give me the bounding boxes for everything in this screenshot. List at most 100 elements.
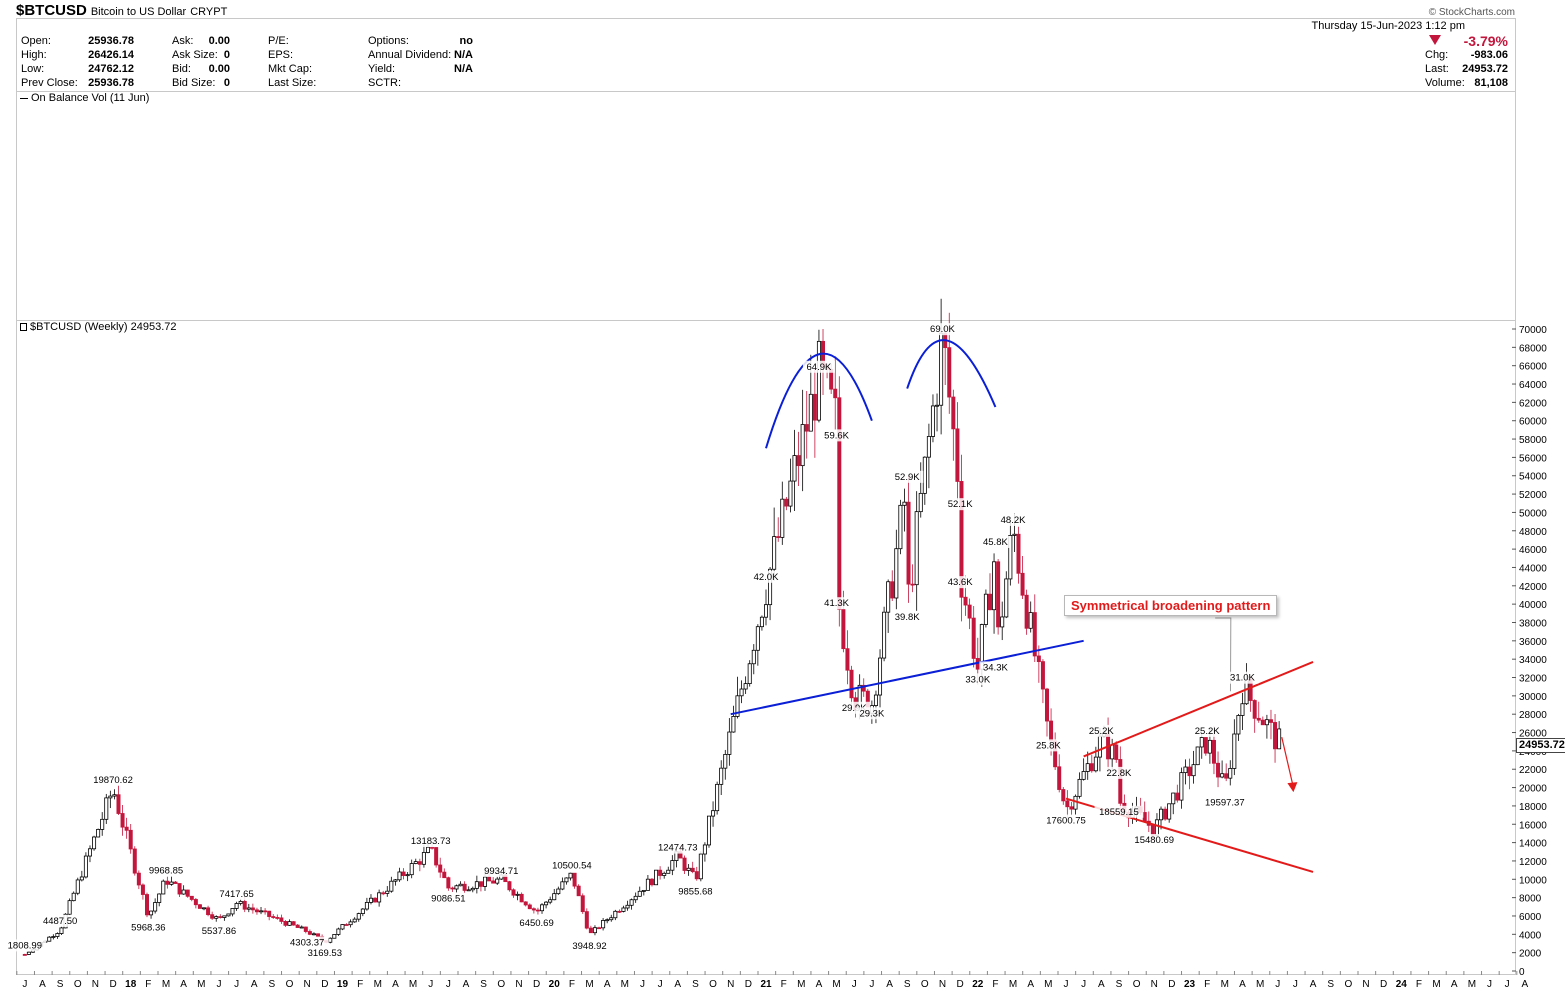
volume-value: 81,108 [1474,77,1508,89]
candle-body [1097,735,1102,758]
x-tick-label: M [197,979,205,990]
y-tick-label: 4000 [1519,930,1542,941]
price-label-bg [1226,671,1259,684]
candle-body [633,895,638,901]
candle-body [759,616,764,628]
chg-value: -983.06 [1470,49,1508,61]
quote-label: Mkt Cap: [268,63,313,75]
y-tick-label: 8000 [1519,894,1542,905]
candle-body [474,881,479,889]
candle-body [83,855,88,878]
candle-body [348,921,353,926]
quote-value: 24762.12 [88,63,134,75]
candle-body [1044,688,1049,722]
x-tick-label: A [1451,979,1458,990]
price-label: 29.9K [842,703,867,714]
price-label-bg [197,925,241,938]
x-tick-label: M [1432,979,1440,990]
price-label-bg [406,835,456,848]
candles [22,298,1282,956]
price-label-bg [673,885,718,898]
candle-body [466,889,471,892]
x-tick-label: J [234,979,239,990]
quote-label: Prev Close: [21,77,78,89]
price-legend: $BTCUSD (Weekly) 24953.72 [20,321,177,333]
price-label: 1808.99 [8,940,42,951]
price-label: 5537.86 [202,926,236,937]
candle-body [238,900,243,904]
candle-body [254,909,259,913]
x-tick-label: J [446,979,451,990]
candle-body [470,887,475,891]
symbol-name: Bitcoin to US Dollar [90,6,187,18]
price-label-bg [820,597,853,610]
candle-body [690,867,695,872]
candle-body [568,872,573,879]
candle-body [739,688,744,697]
candle-body [963,596,968,606]
candle-body [816,340,821,421]
candle-body [987,593,992,611]
quote-label: Yield: [368,63,396,75]
candle-body [682,857,687,871]
candle-body [344,924,349,926]
x-tick-label: A [1098,979,1105,990]
candle-body [364,901,369,910]
candle-body [588,927,593,934]
x-tick-label: A [392,979,399,990]
candle-body [861,684,866,692]
candle-body [189,895,194,900]
candle-body [625,904,630,909]
candle-body [1268,719,1273,723]
candle-body [250,907,255,911]
quote-label: Ask Size: [172,49,218,61]
candle-body [902,501,907,506]
candle-body [1252,700,1257,719]
candle-body [649,878,654,886]
candle-body [702,844,707,855]
price-label: 42.0K [754,572,779,583]
candle-body [75,879,80,894]
candle-body [206,907,211,916]
double-top-arc-left [765,352,873,449]
candle-body [556,888,561,895]
y-tick-label: 36000 [1519,637,1547,648]
x-tick-label: M [1221,979,1229,990]
y-tick-label: 52000 [1519,490,1547,501]
obv-legend: On Balance Vol (11 Jun) [20,92,149,104]
quote-label: P/E: [268,35,289,47]
candle-body [914,511,919,586]
price-label: 69.0K [930,324,955,335]
candle-body [808,393,813,432]
x-tick-label: F [992,979,998,990]
candle-body [507,881,512,891]
candle-body [360,908,365,914]
candle-body [1089,763,1094,772]
candle-body [523,901,528,906]
y-tick-label: 68000 [1519,343,1547,354]
candle-body [259,910,264,913]
candle-body [185,889,190,897]
candle-body [837,397,842,610]
price-label: 7417.65 [219,889,253,900]
price-label: 3169.53 [308,948,342,959]
candle-body [385,890,390,894]
candle-body [654,869,659,886]
candle-body [629,899,634,906]
candle-body [788,480,793,507]
change-percent: -3.79% [1463,33,1508,49]
x-tick-label: O [74,979,82,990]
candle-body [140,884,145,895]
candle-body [51,936,56,938]
quote-label: EPS: [268,49,294,61]
candle-body [580,895,585,913]
price-label-bg [997,513,1030,526]
x-tick-label: 19 [337,979,349,990]
y-tick-label: 64000 [1519,380,1547,391]
candle-body [535,909,540,912]
candle-body [79,876,84,881]
candle-body [1256,717,1261,721]
price-label: 9086.51 [431,894,465,905]
x-tick-label: O [497,979,505,990]
price-label: 6450.69 [519,918,553,929]
